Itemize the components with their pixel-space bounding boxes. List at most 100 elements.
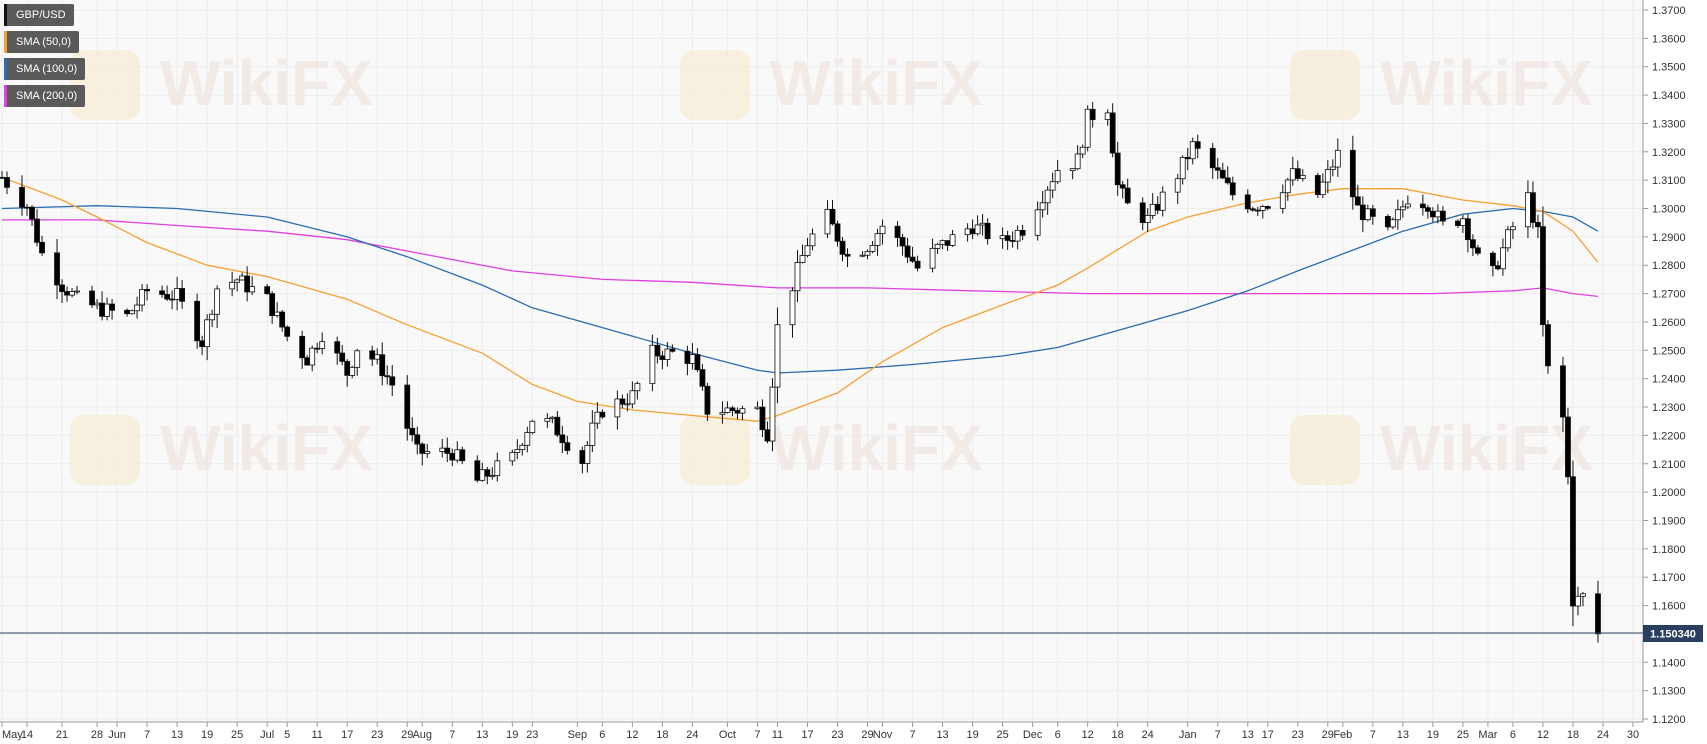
candle-body xyxy=(979,222,986,226)
candle-body xyxy=(669,348,676,352)
y-tick-label: 1.3400 xyxy=(1652,90,1686,102)
candle-body xyxy=(1054,170,1061,183)
candle-body xyxy=(634,383,641,392)
wikifx-watermarks: WikiFX WikiFX WikiFX WikiFX WikiFX WikiFX xyxy=(70,47,1593,485)
y-tick-label: 1.3200 xyxy=(1652,147,1686,159)
candle-body xyxy=(879,225,886,235)
candle-body xyxy=(704,385,711,415)
candle-body xyxy=(974,224,981,235)
candle-body xyxy=(144,288,150,292)
legend-item-sma-50[interactable]: SMA (50,0) xyxy=(4,31,80,53)
candle-body xyxy=(1139,202,1146,224)
candle-body xyxy=(1334,149,1341,168)
candle-body xyxy=(1009,240,1016,242)
candle-body xyxy=(1329,166,1336,170)
candle-body xyxy=(69,291,75,296)
candle-body xyxy=(209,313,216,321)
candle-body xyxy=(1109,112,1116,154)
x-tick-label: Nov xyxy=(873,729,893,741)
candle-body xyxy=(944,240,951,246)
sma-50-line xyxy=(1,176,1599,422)
x-tick-label: 19 xyxy=(506,729,518,741)
sma-50-color-swatch xyxy=(4,31,7,53)
x-tick-label: 29 xyxy=(861,729,873,741)
candle-body xyxy=(824,208,831,235)
x-tick-label: 28 xyxy=(91,729,103,741)
y-tick-label: 1.2100 xyxy=(1652,459,1686,471)
candle-body xyxy=(659,355,666,360)
candle-body xyxy=(579,450,586,464)
y-tick-label: 1.2900 xyxy=(1652,232,1686,244)
candle-body xyxy=(894,225,901,238)
candle-body xyxy=(1439,210,1446,222)
y-tick-label: 1.3500 xyxy=(1652,62,1686,74)
x-tick-label: Jun xyxy=(108,729,126,741)
candle-body xyxy=(1324,169,1331,183)
candle-body xyxy=(1074,153,1081,170)
candle-body xyxy=(24,206,30,209)
candle-body xyxy=(724,407,731,413)
candle-body xyxy=(1469,239,1476,249)
candle-body xyxy=(1369,208,1376,217)
x-tick-label: 13 xyxy=(1397,729,1409,741)
candle-body xyxy=(374,354,381,360)
legend-item-sma-100[interactable]: SMA (100,0) xyxy=(4,58,86,80)
candle-body xyxy=(904,245,911,258)
candle-body xyxy=(1254,209,1261,212)
candle-body xyxy=(269,293,276,317)
candle-body xyxy=(1384,216,1391,228)
candle-body xyxy=(1284,179,1291,194)
candle-body xyxy=(449,452,456,461)
candle-body xyxy=(1389,219,1396,228)
x-tick-label: 7 xyxy=(754,729,760,741)
current-price-badge-bg xyxy=(1643,625,1703,642)
candle-body xyxy=(204,319,211,348)
x-tick-label: May xyxy=(2,729,23,741)
candle-body xyxy=(1570,476,1576,607)
candle-body xyxy=(699,369,706,387)
candle-body xyxy=(494,460,501,476)
candle-body xyxy=(844,253,851,257)
candle-body xyxy=(839,240,846,255)
sma-200-line xyxy=(2,219,1599,298)
candle-body xyxy=(524,432,531,446)
candle-body xyxy=(169,298,176,301)
watermark: WikiFX xyxy=(680,412,983,485)
candle-body xyxy=(439,447,446,452)
candle-body xyxy=(234,279,241,283)
candle-body xyxy=(1575,595,1581,607)
legend-label-sma-50: SMA (50,0) xyxy=(16,36,72,48)
candle-body xyxy=(1459,218,1466,226)
x-tick-label: 13 xyxy=(476,729,488,741)
candle-body xyxy=(459,449,466,462)
watermark-logo xyxy=(1290,50,1360,120)
legend-item-sma-200[interactable]: SMA (200,0) xyxy=(4,85,86,107)
candle-body xyxy=(274,311,281,317)
candle-body xyxy=(909,256,916,262)
x-tick-label: 7 xyxy=(1215,729,1221,741)
y-tick-label: 1.3700 xyxy=(1652,5,1686,17)
watermark: WikiFX xyxy=(1290,47,1593,120)
x-tick-label: 11 xyxy=(772,729,783,741)
candle-body xyxy=(1014,229,1021,242)
candle-body xyxy=(1319,181,1326,196)
candle-body xyxy=(1194,141,1201,149)
legend-item-gbpusd[interactable]: GBP/USD xyxy=(4,4,74,26)
candle-body xyxy=(834,223,841,242)
candle-body xyxy=(1179,156,1186,180)
candle-body xyxy=(1044,189,1051,204)
candle-body xyxy=(864,251,871,256)
legend-label-sma-200: SMA (200,0) xyxy=(16,90,78,102)
x-tick-label: 12 xyxy=(626,729,638,741)
candle-body xyxy=(769,386,776,442)
candle-body xyxy=(1364,208,1371,221)
candle-body xyxy=(199,340,206,348)
y-tick-label: 1.2600 xyxy=(1652,317,1686,329)
candle-body xyxy=(1259,206,1266,211)
y-tick-label: 1.2000 xyxy=(1652,487,1686,499)
candle-body xyxy=(134,304,140,312)
indicator-legend: GBP/USD SMA (50,0) SMA (100,0) SMA (200,… xyxy=(4,4,86,112)
candle-body xyxy=(1049,181,1056,191)
candle-body xyxy=(19,186,25,208)
candle-body xyxy=(89,290,95,306)
